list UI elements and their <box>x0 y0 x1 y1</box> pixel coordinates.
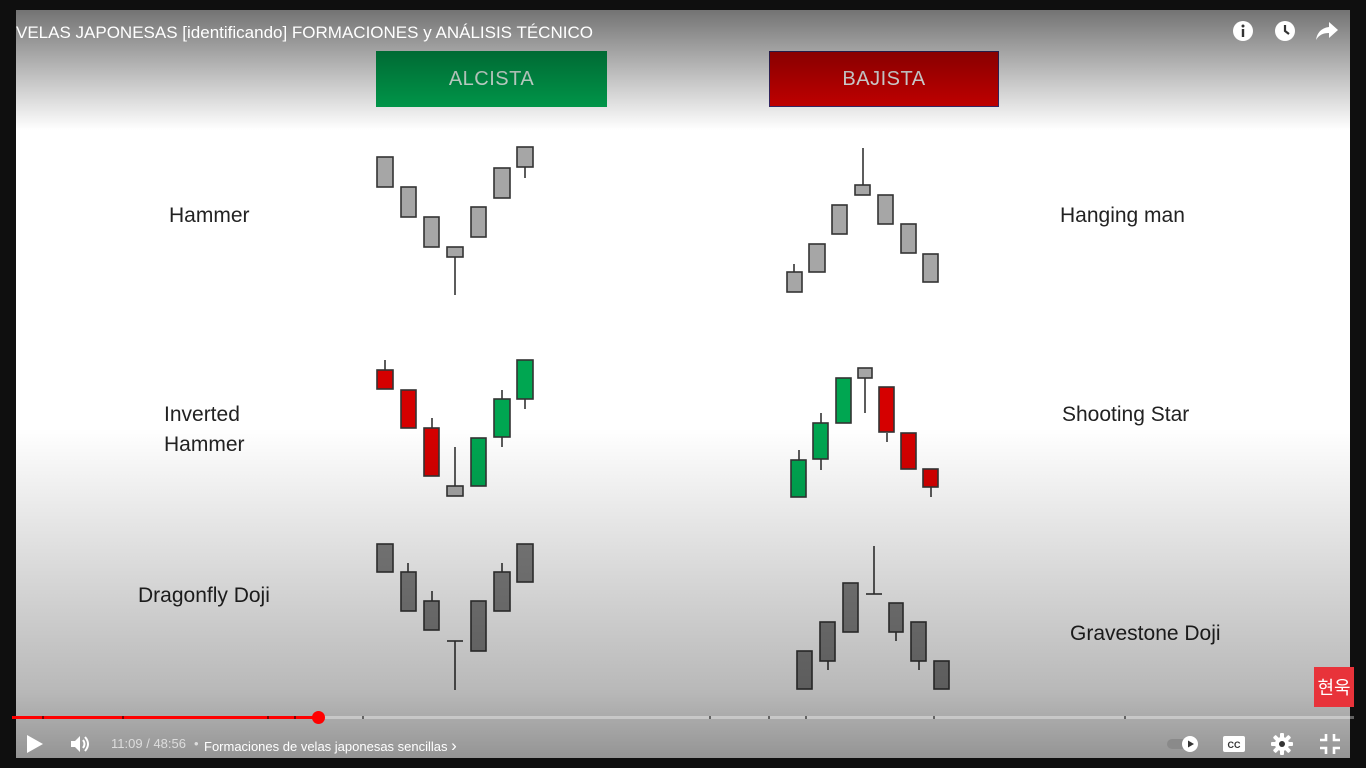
chapter-title[interactable]: Formaciones de velas japonesas sencillas… <box>204 736 457 756</box>
gravestone-doji-pattern <box>796 546 950 690</box>
chapter-marker <box>42 716 44 719</box>
top-actions <box>1226 14 1344 48</box>
video-player[interactable]: ALCISTA BAJISTA Hammer Inverted Hammer D… <box>16 10 1350 758</box>
settings-button[interactable] <box>1265 726 1299 762</box>
chapter-marker <box>362 716 364 719</box>
chapter-bullet: • <box>194 736 199 751</box>
chapter-title-text: Formaciones de velas japonesas sencillas <box>204 739 448 754</box>
hammer-pattern <box>376 146 534 295</box>
chapter-marker <box>768 716 770 719</box>
time-display: 11:09 / 48:56 <box>111 736 186 751</box>
dragonfly-doji-pattern <box>376 543 534 690</box>
shooting-star-label: Shooting Star <box>1062 403 1190 426</box>
volume-button[interactable] <box>64 726 98 762</box>
shooting-star-pattern <box>790 367 939 498</box>
inverted-hammer-label-line1: Inverted <box>164 403 240 426</box>
cc-button[interactable]: CC <box>1217 726 1251 762</box>
volume-icon <box>71 736 89 752</box>
video-title[interactable]: VELAS JAPONESAS [identificando] FORMACIO… <box>16 23 593 42</box>
bullish-header: ALCISTA <box>376 51 607 107</box>
gravestone-doji-label: Gravestone Doji <box>1070 622 1221 645</box>
chapter-marker <box>294 716 296 719</box>
player-controls: 11:09 / 48:56 • Formaciones de velas jap… <box>0 726 1366 762</box>
info-icon[interactable] <box>1226 14 1260 48</box>
chevron-right-icon: › <box>451 736 457 755</box>
candlestick-diagrams <box>376 146 950 690</box>
play-button[interactable] <box>18 726 52 762</box>
share-icon[interactable] <box>1310 14 1344 48</box>
exit-fullscreen-icon <box>1320 734 1340 754</box>
inverted-hammer-pattern <box>376 359 534 497</box>
chapter-marker <box>805 716 807 719</box>
chapter-marker <box>122 716 124 719</box>
inverted-hammer-label-line2: Hammer <box>164 433 245 456</box>
chapter-marker <box>267 716 269 719</box>
time-separator: / <box>146 736 150 751</box>
settings-icon <box>1271 733 1293 755</box>
chapter-marker <box>933 716 935 719</box>
svg-text:CC: CC <box>1228 740 1241 750</box>
chapter-marker <box>1124 716 1126 719</box>
play-icon <box>27 735 43 753</box>
autoplay-toggle[interactable] <box>1164 726 1202 762</box>
current-time: 11:09 <box>111 736 143 751</box>
channel-watermark[interactable]: 현욱 <box>1314 667 1354 707</box>
clock-icon[interactable] <box>1268 14 1302 48</box>
scrubber-handle[interactable] <box>311 711 325 724</box>
progress-played <box>12 716 318 719</box>
dragonfly-doji-label: Dragonfly Doji <box>138 584 270 607</box>
hanging-man-pattern <box>786 148 939 293</box>
hanging-man-label: Hanging man <box>1060 204 1185 227</box>
exit-fullscreen-button[interactable] <box>1313 726 1347 762</box>
progress-bar[interactable] <box>12 716 1354 719</box>
chapter-marker <box>709 716 711 719</box>
cc-icon: CC <box>1223 736 1245 752</box>
slide: ALCISTA BAJISTA Hammer Inverted Hammer D… <box>16 10 1350 758</box>
bearish-header: BAJISTA <box>769 51 999 107</box>
duration: 48:56 <box>153 736 186 751</box>
hammer-label: Hammer <box>169 204 250 227</box>
